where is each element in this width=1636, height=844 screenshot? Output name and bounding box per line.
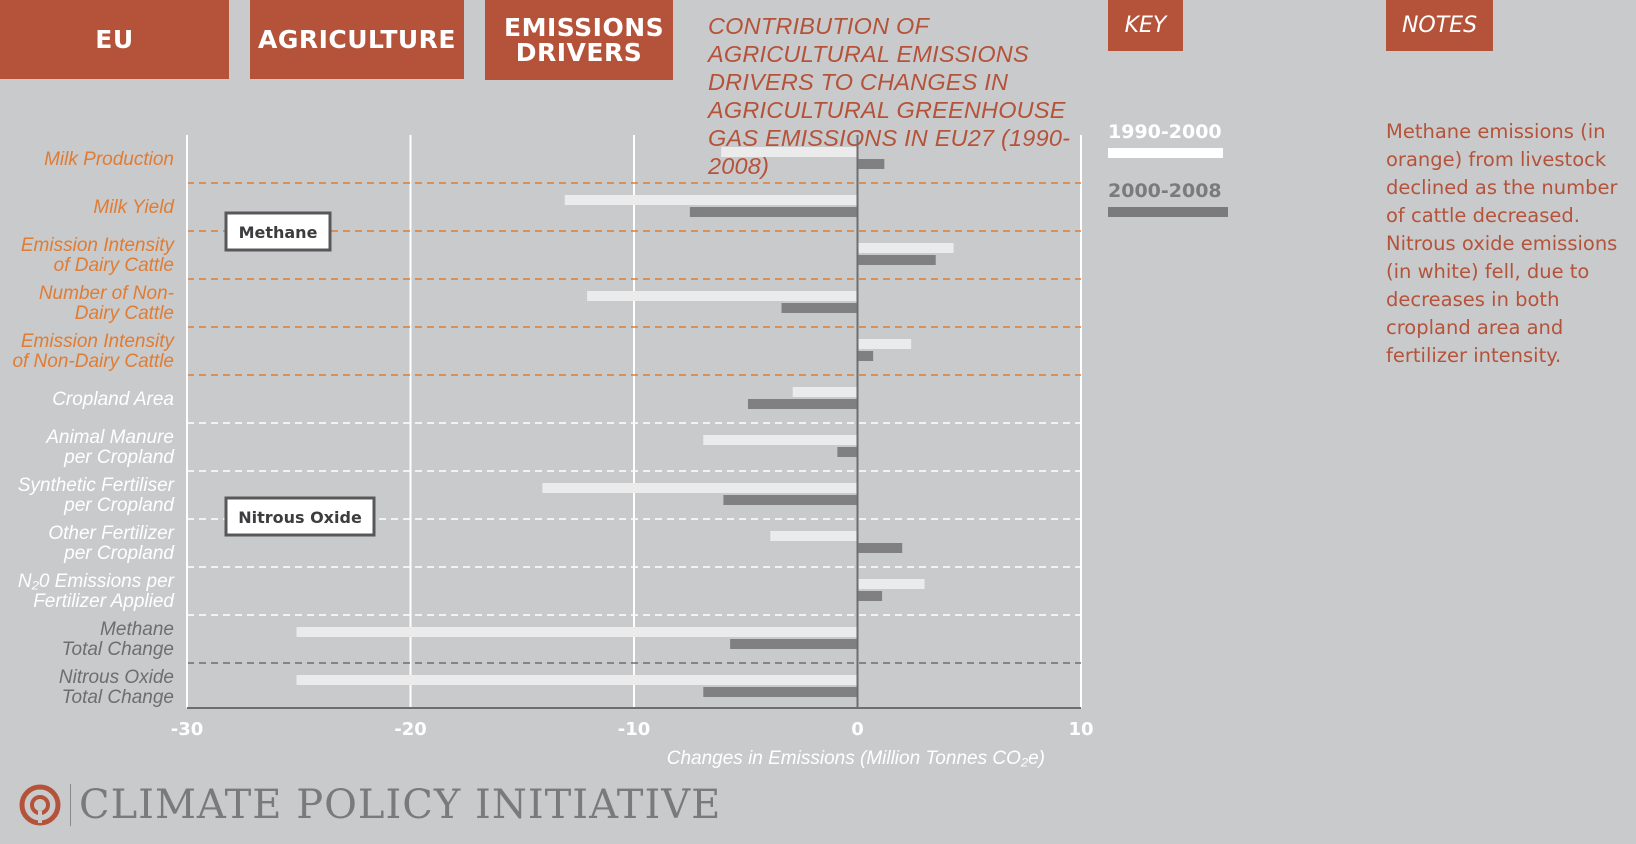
bar-1990-2000 bbox=[564, 195, 858, 205]
nitrous-oxide-group-label-box bbox=[224, 496, 376, 537]
x-tick-label: 0 bbox=[851, 719, 864, 740]
bar-1990-2000 bbox=[542, 483, 858, 493]
bar-1990-2000 bbox=[857, 339, 912, 349]
x-tick-label: -30 bbox=[171, 719, 204, 740]
bar-2000-2008 bbox=[781, 303, 858, 313]
chart-title: CONTRIBUTION OF AGRICULTURAL EMISSIONS D… bbox=[708, 13, 1071, 179]
x-tick-label: 10 bbox=[1068, 719, 1093, 740]
bar-2000-2008 bbox=[857, 543, 903, 553]
bar-1990-2000 bbox=[721, 147, 858, 157]
tab-agriculture[interactable]: AGRICULTURE bbox=[250, 0, 464, 79]
logo-divider bbox=[70, 784, 71, 826]
category-label: Milk Production bbox=[44, 149, 174, 170]
bar-2000-2008 bbox=[703, 687, 858, 697]
category-label: Other Fertilizer per Cropland bbox=[48, 523, 175, 564]
bar-2000-2008 bbox=[857, 159, 885, 169]
bar-2000-2008 bbox=[689, 207, 858, 217]
bar-1990-2000 bbox=[703, 435, 858, 445]
key-series1-label: 1990-2000 bbox=[1108, 121, 1222, 143]
bar-1990-2000 bbox=[857, 243, 954, 253]
key-heading: KEY bbox=[1108, 0, 1183, 51]
bar-1990-2000 bbox=[792, 387, 858, 397]
category-label: Emission Intensity of Non-Dairy Cattle bbox=[12, 331, 175, 372]
swirl-logo-icon bbox=[19, 784, 61, 826]
tab-eu[interactable]: EU bbox=[0, 0, 229, 79]
key-series1-swatch bbox=[1108, 148, 1223, 158]
bar-2000-2008 bbox=[857, 351, 874, 361]
category-label: Cropland Area bbox=[52, 389, 174, 410]
category-label: Synthetic Fertiliser per Cropland bbox=[18, 475, 176, 516]
notes-body: Methane emissions (in orange) from lives… bbox=[1386, 120, 1618, 367]
logo-text: CLIMATE POLICY INITIATIVE bbox=[79, 782, 722, 828]
x-tick-label: -10 bbox=[618, 719, 651, 740]
x-tick-label: -20 bbox=[394, 719, 427, 740]
bar-2000-2008 bbox=[747, 399, 858, 409]
bar-1990-2000 bbox=[857, 579, 925, 589]
methane-group-label: Methane bbox=[239, 223, 318, 242]
notes-heading: NOTES bbox=[1386, 0, 1493, 51]
nitrous-oxide-group-label: Nitrous Oxide bbox=[238, 508, 362, 527]
emissions-bar-chart: Milk Production Milk Yield Emission Intens… bbox=[12, 135, 1094, 769]
bar-2000-2008 bbox=[857, 591, 883, 601]
category-label: N₂0 Emissions per Fertilizer Applied bbox=[18, 571, 176, 612]
key-series2-label: 2000-2008 bbox=[1108, 180, 1222, 202]
category-label: Emission Intensity of Dairy Cattle bbox=[21, 235, 176, 276]
tab-eu-label: EU bbox=[95, 25, 134, 54]
x-axis-label: Changes in Emissions (Million Tonnes CO₂… bbox=[667, 748, 1045, 769]
notes-heading-label: NOTES bbox=[1401, 13, 1478, 38]
category-label: Milk Yield bbox=[93, 197, 175, 218]
bar-2000-2008 bbox=[857, 255, 936, 265]
cpi-logo: CLIMATE POLICY INITIATIVE bbox=[18, 780, 721, 830]
bar-1990-2000 bbox=[296, 627, 858, 637]
bar-2000-2008 bbox=[837, 447, 858, 457]
tab-agriculture-label: AGRICULTURE bbox=[257, 25, 457, 54]
bar-2000-2008 bbox=[723, 495, 858, 505]
category-label: Number of Non-Dairy Cattle bbox=[39, 283, 174, 324]
tab-emissions-drivers[interactable]: EMISSIONS DRIVERS bbox=[485, 0, 673, 80]
bar-1990-2000 bbox=[770, 531, 858, 541]
category-label: Animal Manure per Cropland bbox=[45, 427, 175, 468]
category-label: Methane Total Change bbox=[62, 619, 174, 660]
bar-1990-2000 bbox=[296, 675, 858, 685]
key-heading-label: KEY bbox=[1124, 13, 1167, 38]
tab-emissions-drivers-label: EMISSIONS DRIVERS bbox=[504, 13, 665, 67]
methane-group-label-box bbox=[224, 211, 332, 252]
key-series2-swatch bbox=[1108, 207, 1228, 217]
category-label: Nitrous Oxide Total Change bbox=[59, 667, 174, 708]
bar-2000-2008 bbox=[730, 639, 858, 649]
bar-1990-2000 bbox=[587, 291, 858, 301]
